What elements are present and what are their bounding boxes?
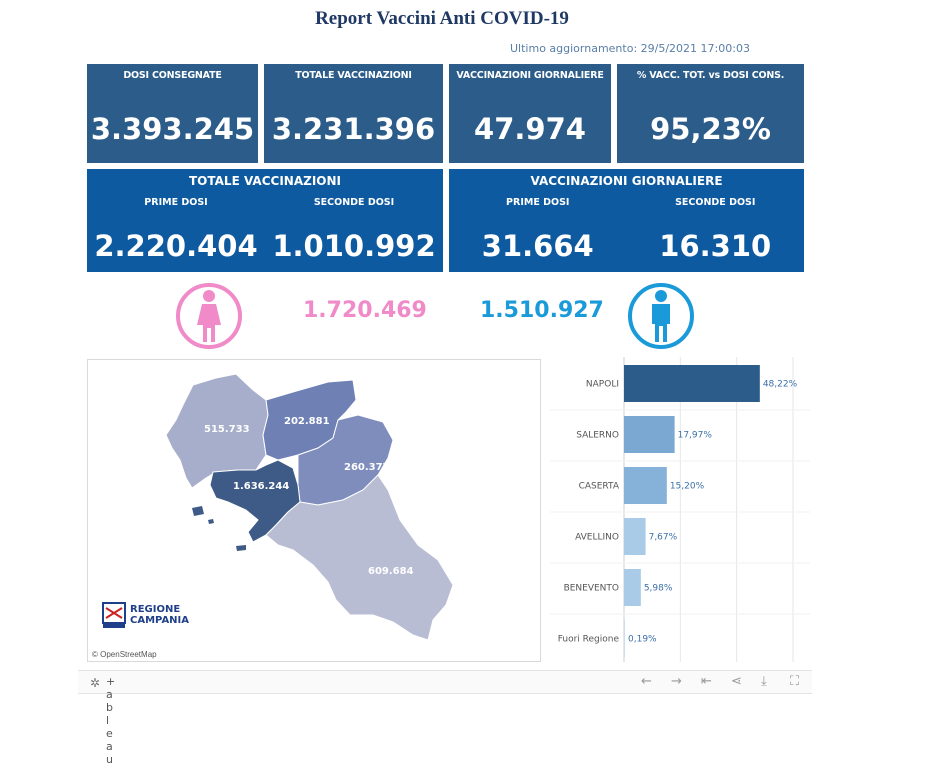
- download-icon[interactable]: ⤓: [761, 674, 767, 689]
- prime-dosi-value: 31.664: [481, 229, 594, 263]
- bar-salerno[interactable]: [624, 416, 675, 453]
- totale-vaccinazioni-split: TOTALE VACCINAZIONI PRIME DOSI SECONDE D…: [87, 169, 443, 272]
- value-label: 7,67%: [649, 533, 678, 543]
- prime-dosi-label: PRIME DOSI: [506, 197, 570, 208]
- category-label: NAPOLI: [586, 380, 619, 390]
- kpi-percent-vacc: % VACC. TOT. vs DOSI CONS. 95,23%: [617, 64, 804, 163]
- kpi-label: DOSI CONSEGNATE: [123, 70, 222, 81]
- island-procida: [208, 519, 214, 524]
- last-updated-text: Ultimo aggiornamento: 29/5/2021 17:00:03: [510, 42, 750, 55]
- map-label-napoli: 1.636.244: [233, 481, 290, 492]
- category-label: CASERTA: [579, 482, 620, 492]
- female-person-icon: [176, 283, 242, 349]
- logo-line-2: CAMPANIA: [130, 615, 190, 626]
- page-title: Report Vaccini Anti COVID-19: [315, 8, 569, 29]
- undo-icon[interactable]: ←: [641, 674, 652, 689]
- tableau-wordmark: + a b l e a u: [106, 675, 118, 766]
- value-label: 17,97%: [678, 431, 713, 441]
- kpi-dosi-consegnate: DOSI CONSEGNATE 3.393.245: [87, 64, 258, 163]
- kpi-value: 47.974: [474, 112, 586, 146]
- bar-avellino[interactable]: [624, 518, 646, 555]
- kpi-label: VACCINAZIONI GIORNALIERE: [456, 70, 604, 81]
- logo-line-1: REGIONE: [130, 604, 181, 615]
- tableau-toolbar: ✲ + a b l e a u ← → ⇤ ⋖ ⤓ ⛶: [78, 670, 812, 766]
- kpi-value: 3.393.245: [90, 112, 255, 146]
- seconde-dosi-label: SECONDE DOSI: [313, 197, 395, 208]
- island-ischia: [192, 506, 204, 516]
- bar-benevento[interactable]: [624, 569, 641, 606]
- kpi-totale-vaccinazioni: TOTALE VACCINAZIONI 3.231.396: [264, 64, 443, 163]
- bar-fuori-regione[interactable]: [624, 620, 625, 657]
- male-count: 1.510.927: [480, 298, 604, 323]
- prime-dosi-value: 2.220.404: [94, 229, 258, 263]
- male-person-icon: [628, 283, 694, 349]
- regione-campania-logo: REGIONE CAMPANIA: [102, 602, 212, 632]
- map-attribution: © OpenStreetMap: [92, 650, 157, 659]
- province-salerno: [265, 474, 454, 641]
- kpi-value: 3.231.396: [271, 112, 436, 146]
- map-shapes: [165, 373, 454, 641]
- map-label-caserta: 515.733: [204, 424, 250, 435]
- kpi-vaccinazioni-giornaliere: VACCINAZIONI GIORNALIERE 47.974: [449, 64, 611, 163]
- redo-icon[interactable]: →: [671, 674, 682, 689]
- value-label: 15,20%: [670, 482, 705, 492]
- province-bar-chart[interactable]: NAPOLI 48,22% SALERNO 17,97% CASERTA 15,20% AV…: [550, 357, 810, 662]
- value-label: 0,19%: [628, 635, 657, 645]
- section-heading: VACCINAZIONI GIORNALIERE: [530, 174, 723, 188]
- vaccinazioni-giornaliere-split: VACCINAZIONI GIORNALIERE PRIME DOSI SECO…: [449, 169, 804, 272]
- map-label-avellino: 260.377: [344, 462, 390, 473]
- category-label: Fuori Regione: [558, 635, 620, 645]
- kpi-label: TOTALE VACCINAZIONI: [295, 70, 412, 81]
- revert-icon[interactable]: ⇤: [701, 674, 712, 689]
- section-heading: TOTALE VACCINAZIONI: [189, 174, 341, 188]
- map-label-salerno: 609.684: [368, 566, 414, 577]
- bar-caserta[interactable]: [624, 467, 667, 504]
- seconde-dosi-value: 1.010.992: [272, 229, 436, 263]
- bar-napoli[interactable]: [624, 365, 760, 402]
- value-label: 5,98%: [644, 584, 673, 594]
- kpi-value: 95,23%: [650, 112, 771, 146]
- kpi-label: % VACC. TOT. vs DOSI CONS.: [636, 70, 785, 81]
- fullscreen-icon[interactable]: ⛶: [790, 674, 800, 689]
- value-label: 48,22%: [763, 380, 798, 390]
- bar-chart-svg: NAPOLI 48,22% SALERNO 17,97% CASERTA 15,20% AV…: [550, 357, 810, 662]
- seconde-dosi-label: SECONDE DOSI: [675, 197, 756, 208]
- seconde-dosi-value: 16.310: [659, 229, 772, 263]
- share-icon[interactable]: ⋖: [731, 674, 742, 689]
- tableau-mark-icon: ✲: [90, 676, 101, 690]
- tableau-logo: ✲ + a b l e a u: [90, 674, 115, 766]
- category-label: AVELLINO: [575, 533, 619, 543]
- prime-dosi-label: PRIME DOSI: [144, 197, 208, 208]
- female-count: 1.720.469: [303, 298, 427, 323]
- map-label-benevento: 202.881: [284, 416, 330, 427]
- campania-emblem-icon: [102, 602, 126, 628]
- category-label: SALERNO: [576, 431, 619, 441]
- category-label: BENEVENTO: [564, 584, 619, 594]
- island-capri: [236, 545, 246, 551]
- campania-map[interactable]: 515.733 202.881 260.377 1.636.244 609.68…: [87, 359, 541, 662]
